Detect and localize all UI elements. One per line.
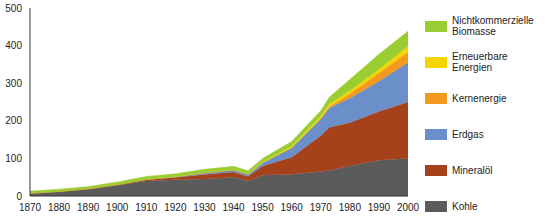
html-text:Erneuerbare Energien: Erneuerbare Energien [452,51,508,73]
svg-text:1880: 1880 [48,202,71,213]
svg-text:1940: 1940 [222,202,245,213]
svg-text:1980: 1980 [339,202,362,213]
svg-text:400: 400 [8,40,22,51]
svg-text:1950: 1950 [251,202,274,213]
svg-text:1900: 1900 [106,202,129,213]
svg-text:500: 500 [8,3,22,14]
svg-text:200: 200 [8,115,22,126]
svg-text:1970: 1970 [310,202,333,213]
svg-text:1930: 1930 [193,202,216,213]
html-text:Kernenergie: Kernenergie [452,92,507,104]
svg-text:1990: 1990 [368,202,391,213]
html-text:Erdgas: Erdgas [452,128,484,140]
svg-text:2000: 2000 [397,202,420,213]
html-text:Mineralöl: Mineralöl [452,164,493,176]
svg-text:1920: 1920 [164,202,187,213]
svg-text:1910: 1910 [135,202,158,213]
svg-text:300: 300 [8,78,22,89]
svg-text:1890: 1890 [77,202,100,213]
svg-text:1960: 1960 [281,202,304,213]
html-text:Kohle: Kohle [452,200,478,212]
svg-text:0: 0 [16,191,22,202]
svg-text:100: 100 [8,153,22,164]
html-text:Nichtkommerzielle Biomasse: Nichtkommerzielle Biomasse [452,15,534,37]
svg-text:1870: 1870 [19,202,42,213]
